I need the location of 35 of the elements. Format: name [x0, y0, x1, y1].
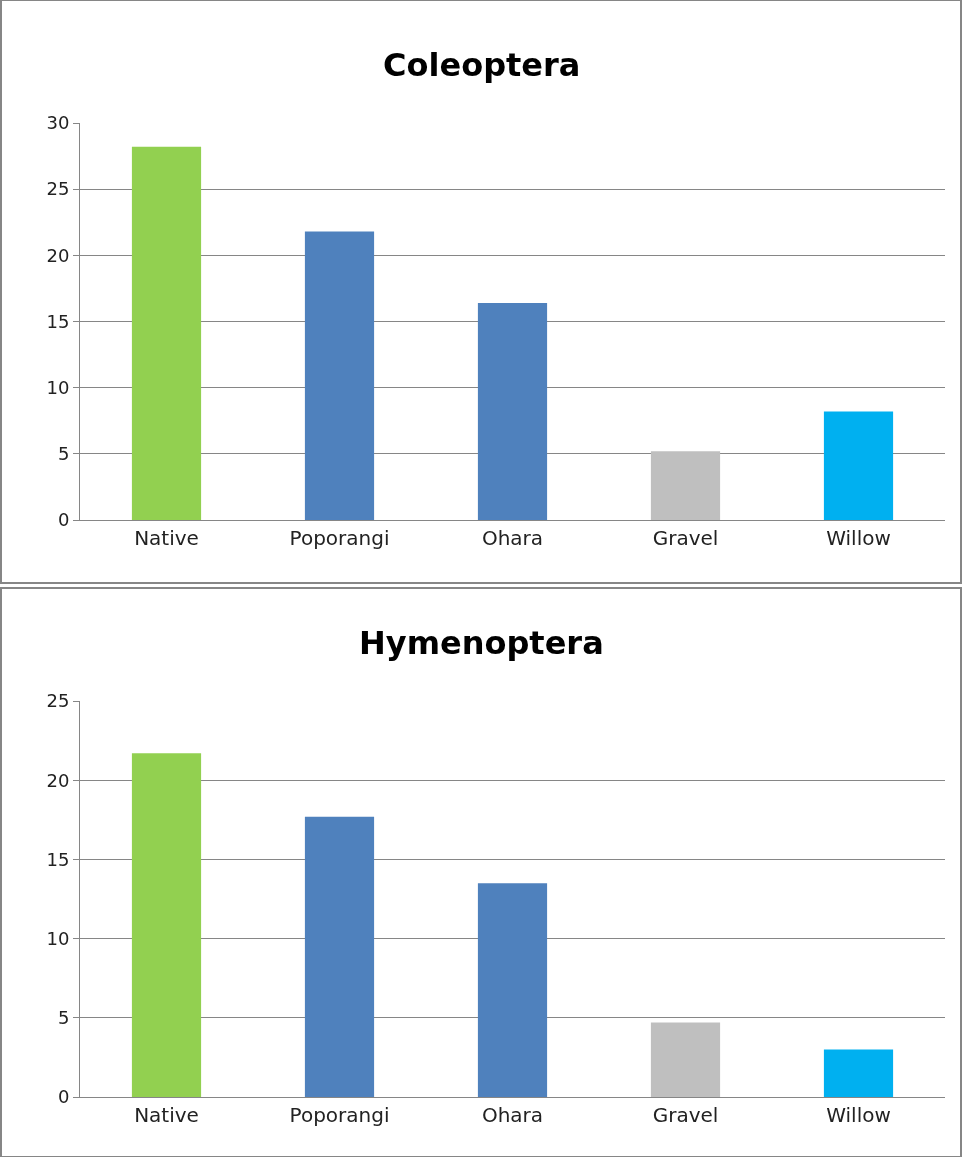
y-tick-label: 15 [46, 310, 70, 332]
y-tick-label: 20 [46, 769, 70, 791]
y-tick-label: 5 [57, 443, 70, 465]
y-tick-label: 0 [57, 1086, 70, 1108]
bar [304, 816, 375, 1097]
chart-title: Hymenoptera [359, 624, 604, 662]
x-tick-label: Gravel [652, 1103, 719, 1127]
x-tick-label: Willow [826, 1103, 891, 1127]
y-tick-label: 25 [46, 178, 70, 200]
x-tick-label: Native [134, 526, 199, 550]
y-tick-label: 30 [46, 112, 70, 134]
x-tick-label: Poporangi [289, 1103, 390, 1127]
bar [477, 302, 548, 520]
bar [131, 146, 202, 520]
x-tick-label: Native [134, 1103, 199, 1127]
y-tick-label: 5 [57, 1007, 70, 1029]
x-tick-label: Poporangi [289, 526, 390, 550]
y-tick-label: 10 [46, 927, 70, 949]
x-tick-label: Ohara [481, 1103, 544, 1127]
bar [477, 883, 548, 1097]
bar [304, 231, 375, 520]
y-tick-label: 10 [46, 376, 70, 398]
y-tick-label: 0 [57, 509, 70, 531]
y-tick-label: 20 [46, 244, 70, 266]
bar [131, 753, 202, 1097]
x-tick-label: Willow [826, 526, 891, 550]
x-tick-label: Ohara [481, 526, 544, 550]
y-tick-label: 15 [46, 848, 70, 870]
y-tick-label: 25 [46, 690, 70, 712]
bar [650, 451, 721, 520]
bar [823, 1049, 894, 1097]
chart-title: Coleoptera [383, 46, 581, 84]
x-tick-label: Gravel [652, 526, 719, 550]
bar [650, 1022, 721, 1097]
bar [823, 411, 894, 520]
